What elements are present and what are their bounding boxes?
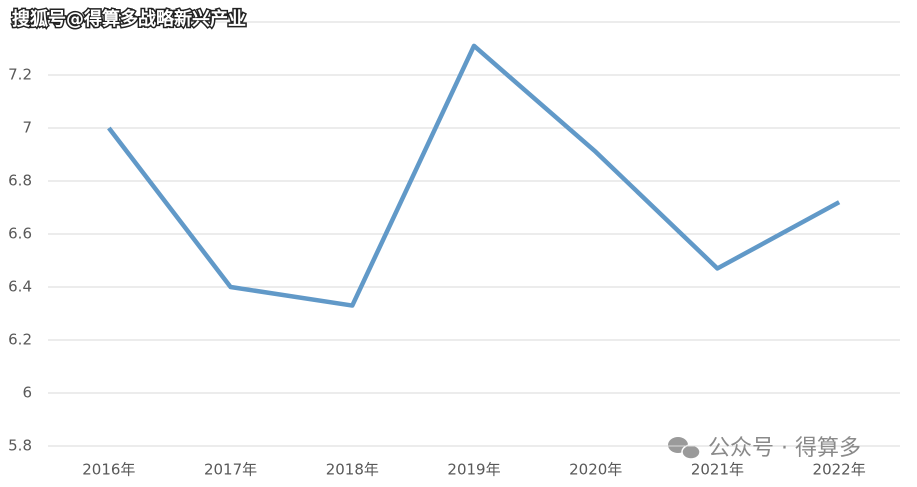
y-tick-label: 5.8 xyxy=(8,437,32,455)
wechat-icon xyxy=(668,437,701,460)
y-tick-label: 6.2 xyxy=(8,331,32,349)
x-tick-label: 2016年 xyxy=(82,461,135,479)
x-tick-label: 2017年 xyxy=(204,461,257,479)
watermark: 搜狐号@得算多战略新兴产业 xyxy=(12,8,246,30)
x-tick-label: 2021年 xyxy=(691,461,744,479)
y-tick-label: 6.6 xyxy=(8,225,32,243)
y-tick-label: 6.4 xyxy=(8,278,32,296)
data-line xyxy=(107,43,841,308)
watermark: 公众号 · 得算多 xyxy=(708,436,861,461)
y-tick-label: 7 xyxy=(22,119,32,137)
y-tick-label: 6 xyxy=(22,384,32,402)
x-tick-label: 2022年 xyxy=(813,461,866,479)
x-tick-label: 2018年 xyxy=(326,461,379,479)
y-tick-label: 6.8 xyxy=(8,172,32,190)
x-tick-label: 2020年 xyxy=(569,461,622,479)
y-tick-label: 7.2 xyxy=(8,66,32,84)
x-tick-label: 2019年 xyxy=(447,461,500,479)
